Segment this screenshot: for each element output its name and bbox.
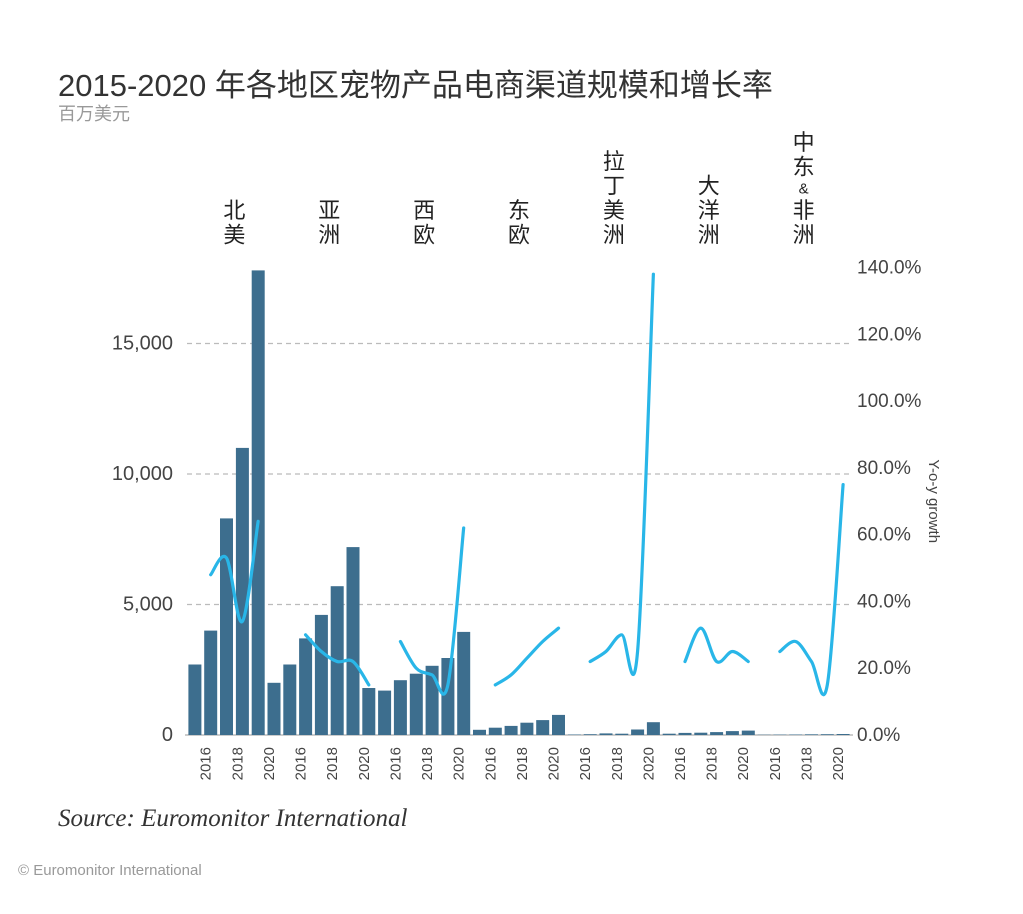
svg-text:美: 美: [223, 223, 245, 248]
svg-text:洲: 洲: [793, 223, 815, 248]
svg-text:2018: 2018: [704, 747, 721, 780]
svg-text:100.0%: 100.0%: [857, 391, 922, 412]
svg-text:0.0%: 0.0%: [857, 725, 900, 746]
svg-text:非: 非: [793, 198, 815, 223]
svg-text:西: 西: [413, 198, 435, 223]
svg-text:拉: 拉: [603, 149, 625, 174]
svg-text:东: 东: [508, 198, 530, 223]
svg-text:2016: 2016: [767, 747, 784, 780]
svg-text:2018: 2018: [324, 747, 341, 780]
svg-text:2016: 2016: [293, 747, 310, 780]
svg-text:亚: 亚: [318, 198, 340, 223]
svg-text:丁: 丁: [603, 174, 625, 199]
svg-text:140.0%: 140.0%: [857, 258, 922, 279]
svg-text:80.0%: 80.0%: [857, 458, 911, 479]
svg-text:洋: 洋: [698, 198, 720, 223]
svg-text:2018: 2018: [609, 747, 626, 780]
svg-text:2020: 2020: [735, 747, 752, 780]
svg-text:2016: 2016: [672, 747, 689, 780]
svg-text:洲: 洲: [318, 223, 340, 248]
svg-text:2018: 2018: [799, 747, 816, 780]
svg-text:洲: 洲: [603, 223, 625, 248]
svg-text:60.0%: 60.0%: [857, 525, 911, 546]
svg-text:10,000: 10,000: [112, 463, 173, 485]
svg-text:40.0%: 40.0%: [857, 591, 911, 612]
svg-text:大: 大: [698, 174, 720, 199]
svg-text:120.0%: 120.0%: [857, 324, 922, 345]
svg-text:北: 北: [223, 198, 245, 223]
svg-text:2016: 2016: [387, 747, 404, 780]
svg-text:&: &: [799, 181, 809, 198]
svg-text:2020: 2020: [546, 747, 563, 780]
svg-text:2016: 2016: [198, 747, 215, 780]
svg-text:0: 0: [162, 724, 173, 746]
svg-text:洲: 洲: [698, 223, 720, 248]
svg-text:2020: 2020: [640, 747, 657, 780]
svg-text:2018: 2018: [229, 747, 246, 780]
svg-text:Y-o-y growth: Y-o-y growth: [925, 459, 942, 543]
svg-text:2020: 2020: [830, 747, 847, 780]
svg-text:欧: 欧: [413, 223, 435, 248]
svg-text:东: 东: [793, 155, 815, 180]
svg-text:2018: 2018: [514, 747, 531, 780]
svg-text:2016: 2016: [482, 747, 499, 780]
svg-text:5,000: 5,000: [123, 594, 173, 616]
svg-text:2020: 2020: [451, 747, 468, 780]
svg-text:欧: 欧: [508, 223, 530, 248]
svg-text:美: 美: [603, 198, 625, 223]
svg-text:中: 中: [793, 130, 815, 155]
svg-text:20.0%: 20.0%: [857, 658, 911, 679]
svg-text:15,000: 15,000: [112, 333, 173, 355]
svg-text:2016: 2016: [577, 747, 594, 780]
svg-text:2020: 2020: [261, 747, 278, 780]
svg-text:2020: 2020: [356, 747, 373, 780]
svg-text:2018: 2018: [419, 747, 436, 780]
